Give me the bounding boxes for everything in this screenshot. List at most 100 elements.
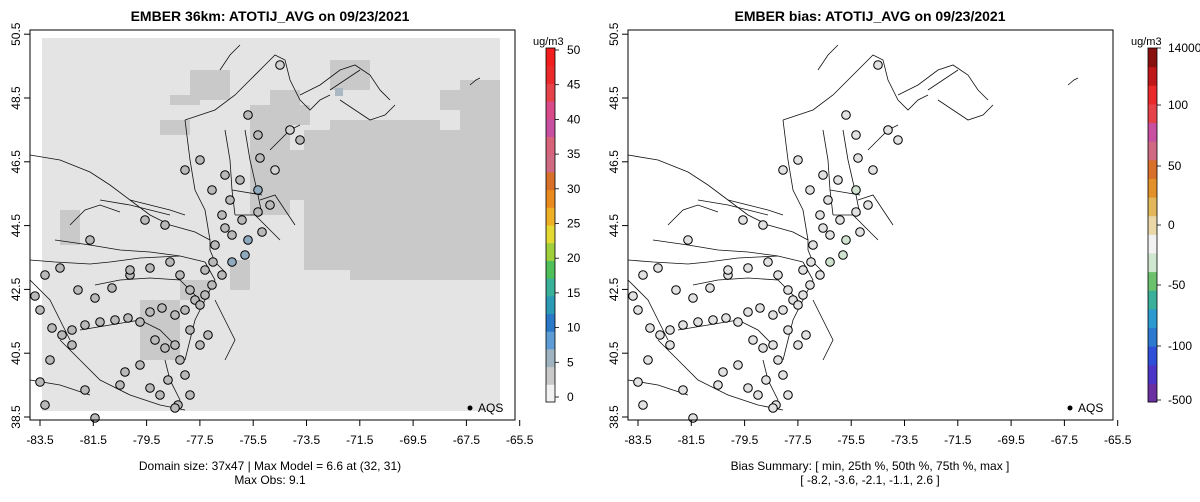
right-x-axis: -83.5 -81.5 -79.5 -77.5 -75.5 -73.5 -71.5 -69.5… [624,420,1132,447]
boundary-line [782,54,929,121]
aqs-site [123,313,133,323]
model-grid-cell [160,120,190,135]
colorbar-tick-label: 50 [567,43,581,57]
x-tick-label: -65.5 [506,433,534,447]
aqs-site [180,370,190,380]
aqs-site [220,223,230,233]
aqs-site [107,283,117,293]
colorbar-tick-label: 14000 [1168,41,1200,55]
model-grid-cell [290,150,310,200]
x-tick-label: -65.5 [1104,433,1132,447]
colorbar-swatch [546,65,555,84]
aqs-site [140,215,150,225]
aqs-site [855,227,865,237]
colorbar-swatch [546,384,555,403]
aqs-site [868,165,878,175]
aqs-site [157,303,167,313]
aqs-site [35,377,45,387]
colorbar-tick-label: 20 [567,251,581,265]
aqs-site [733,317,743,327]
aqs-site [638,400,648,410]
right-state-boundaries [627,44,1079,411]
aqs-site [683,235,693,245]
colorbar-tick-label: 15 [567,286,581,300]
x-tick-label: -83.5 [624,433,652,447]
aqs-site [743,383,753,393]
aqs-site [678,320,688,330]
boundary-line [782,119,809,241]
aqs-site [203,330,213,340]
aqs-site [115,380,125,390]
aqs-site [295,135,305,145]
aqs-site [758,220,768,230]
y-tick-label: 38.5 [607,405,621,429]
aqs-site [265,200,275,210]
colorbar-tick-label: -500 [1168,393,1192,407]
boundary-line [259,194,296,226]
model-grid-cell [350,260,500,280]
colorbar-swatch [546,278,555,297]
colorbar-swatch [1148,290,1157,310]
aqs-site [240,250,250,260]
boundary-line [269,124,301,151]
colorbar-swatch [1148,364,1157,384]
aqs-site [120,367,130,377]
left-footer-line2: Max Obs: 9.1 [234,473,306,487]
boundary-line [469,77,481,86]
x-tick-label: -67.5 [1051,433,1079,447]
aqs-site [805,185,815,195]
aqs-site [243,110,253,120]
x-tick-label: -81.5 [80,433,108,447]
aqs-site [768,310,778,320]
boundary-line [54,239,206,263]
aqs-site [853,153,863,163]
boundary-line [235,214,281,241]
x-tick-label: -75.5 [240,433,268,447]
aqs-site [645,323,655,333]
aqs-site [255,153,265,163]
aqs-site [67,325,77,335]
x-tick-label: -77.5 [186,433,214,447]
colorbar-swatch [546,366,555,385]
aqs-site [633,305,643,315]
colorbar-swatch [1148,66,1157,86]
aqs-site [175,270,185,280]
aqs-site [768,340,778,350]
aqs-site [155,390,165,400]
right-map-panel: EMBER bias: ATOTIJ_AVG on 09/23/2021 -83… [607,8,1132,487]
colorbar-swatch [546,189,555,208]
colorbar-swatch [1148,327,1157,347]
aqs-site [47,323,57,333]
aqs-site [195,155,205,165]
aqs-site [893,135,903,145]
aqs-site [833,175,843,185]
colorbar-swatch [1148,346,1157,366]
aqs-site [185,390,195,400]
aqs-site [145,307,155,317]
aqs-site [195,340,205,350]
right-colorbar-unit: ug/m3 [1131,36,1162,48]
aqs-site [705,283,715,293]
right-aqs-sites [628,60,903,423]
boundary-line [667,204,719,226]
aqs-site [708,315,718,325]
aqs-site [713,380,723,390]
aqs-site [835,215,845,225]
x-tick-label: -83.5 [26,433,54,447]
aqs-site [793,340,803,350]
y-tick-label: 44.5 [607,214,621,238]
y-tick-label: 44.5 [9,214,23,238]
aqs-site [80,320,90,330]
boundary-line [214,299,236,361]
boundary-line [99,199,171,216]
aqs-site [778,165,788,175]
x-tick-label: -73.5 [293,433,321,447]
aqs-site [761,375,771,385]
colorbar-tick-label: 45 [567,78,581,92]
aqs-site [217,210,227,220]
aqs-site [135,317,145,327]
x-tick-label: -79.5 [731,433,759,447]
boundary-line [329,69,361,91]
aqs-site [110,315,120,325]
